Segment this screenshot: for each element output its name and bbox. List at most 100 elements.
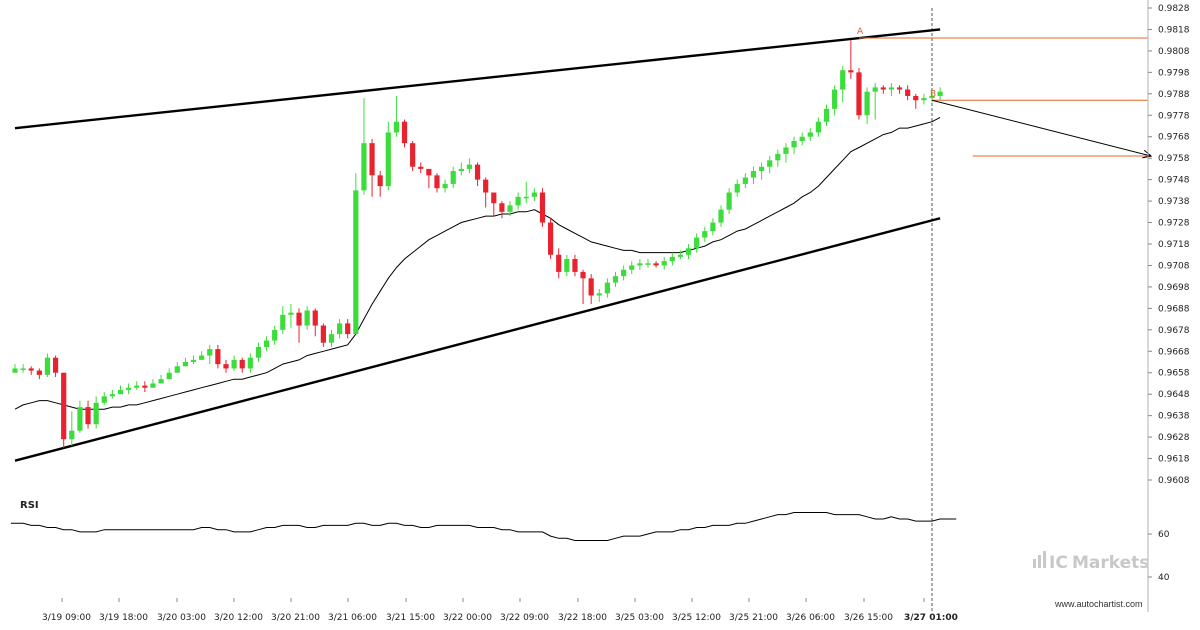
candle-body (28, 368, 34, 371)
candle-body (134, 385, 140, 388)
price-tick-label: 0.9778 (1158, 111, 1190, 121)
candle-body (758, 166, 765, 172)
candle-body (685, 248, 692, 255)
candle-body (523, 196, 529, 199)
icmarkets-logo: IC Markets (1033, 551, 1149, 573)
candle-body (12, 368, 18, 373)
time-tick-label: 3/19 09:00 (42, 613, 91, 623)
price-tick-label: 0.9678 (1158, 326, 1190, 336)
time-tick-label: 3/22 18:00 (558, 613, 607, 623)
candle-body (337, 323, 343, 335)
candle-body (117, 389, 124, 395)
candle-body (694, 237, 700, 249)
candle-body (85, 407, 91, 425)
price-tick-label: 0.9648 (1158, 390, 1190, 400)
candle-body (247, 357, 253, 369)
time-tick-label: 3/20 03:00 (157, 613, 206, 623)
candle-body (499, 203, 505, 212)
candle-body (418, 166, 424, 169)
candle-body (410, 143, 416, 167)
rsi-tick-label: 40 (1158, 573, 1170, 583)
time-tick-label: 3/22 00:00 (443, 613, 492, 623)
candlestick-layer (12, 40, 943, 448)
candle-body (328, 334, 335, 343)
time-tick-label: 3/26 15:00 (844, 613, 893, 623)
candle-body (718, 209, 724, 223)
candle-body (637, 263, 643, 266)
price-tick-label: 0.9638 (1158, 412, 1190, 422)
candle-body (296, 312, 302, 326)
candle-body (547, 222, 554, 255)
candle-body (767, 160, 773, 167)
candle-body (255, 346, 262, 358)
candle-body (231, 359, 237, 369)
candle-body (921, 98, 927, 101)
candle-body (856, 72, 862, 116)
time-axis: 3/19 09:00 3/19 18:00 3/20 03:00 3/20 12:00… (42, 598, 958, 623)
candle-body (345, 323, 351, 335)
candle-body (434, 175, 440, 189)
candle-body (126, 387, 132, 390)
candle-body (661, 261, 667, 266)
price-tick-label: 0.9758 (1158, 154, 1190, 164)
candle-body (215, 349, 221, 365)
candle-body (872, 87, 878, 92)
candle-body (580, 271, 586, 279)
price-tick-label: 0.9798 (1158, 68, 1190, 78)
moving-average-layer (14, 116, 941, 410)
candle-body (515, 196, 521, 206)
candle-body (677, 254, 684, 257)
candle-body (937, 91, 943, 96)
candle-body (604, 282, 610, 294)
time-tick-label: 3/26 06:00 (786, 613, 835, 623)
candle-body (385, 132, 391, 187)
candle-body (742, 177, 748, 184)
rsi-panel: RSI 60 40 (10, 500, 1170, 583)
candle-body (880, 87, 886, 90)
candle-body (239, 359, 245, 369)
candle-body (320, 325, 326, 343)
candle-body (450, 171, 456, 184)
price-tick-label: 0.9608 (1158, 476, 1190, 486)
candle-body (669, 256, 675, 262)
candle-body (556, 254, 562, 272)
candle-body (44, 357, 51, 375)
candle-body (596, 293, 602, 296)
price-tick-label: 0.9688 (1158, 304, 1190, 314)
candle-body (377, 175, 383, 187)
price-tick-label: 0.9738 (1158, 197, 1190, 207)
candle-body (182, 362, 189, 367)
time-tick-label: 3/20 21:00 (271, 613, 320, 623)
watermark: www.autochartist.com (1054, 599, 1143, 609)
price-tick-label: 0.9788 (1158, 90, 1190, 100)
time-tick-label: 3/19 18:00 (99, 613, 148, 623)
candle-body (612, 276, 619, 283)
candle-body (61, 372, 67, 440)
candle-body (621, 269, 627, 277)
candle-body (823, 108, 830, 122)
candle-body (353, 190, 359, 335)
candle-body (150, 383, 156, 388)
candle-body (905, 89, 911, 96)
upper-trendline (14, 28, 941, 130)
candle-body (483, 179, 489, 193)
candle-body (807, 132, 813, 137)
price-tick-label: 0.9658 (1158, 369, 1190, 379)
candle-body (223, 364, 229, 369)
candle-body (272, 329, 278, 341)
candle-body (531, 192, 537, 197)
pattern-point-label: B (930, 89, 936, 99)
candle-body (288, 312, 294, 315)
price-tick-label: 0.9728 (1158, 219, 1190, 229)
brand-prefix: IC (1049, 553, 1068, 573)
candle-body (166, 372, 172, 380)
brand-bars-icon (1033, 551, 1046, 568)
price-tick-label: 0.9828 (1158, 4, 1190, 14)
candle-body (20, 368, 26, 370)
candle-body (491, 192, 497, 204)
candle-body (726, 192, 732, 210)
candle-body (474, 164, 481, 180)
candle-body (361, 143, 367, 191)
candle-body (929, 95, 935, 99)
candle-body (539, 192, 546, 223)
